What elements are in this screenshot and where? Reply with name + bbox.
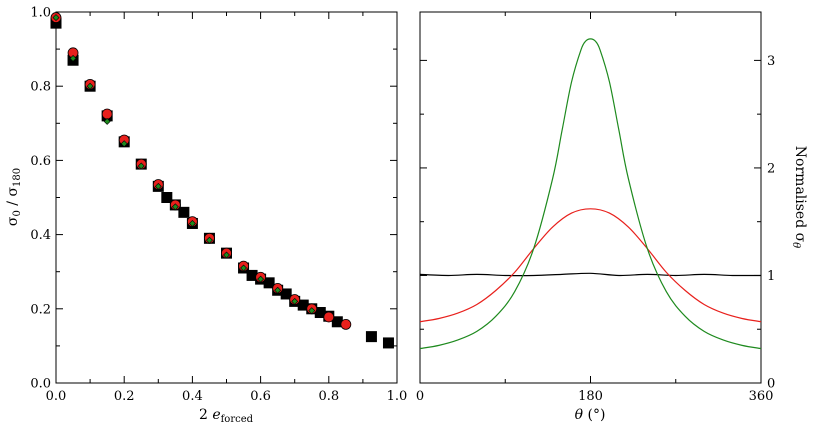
diamond-point — [291, 297, 299, 305]
left-x-axis-label: 2 eforced — [199, 407, 254, 425]
left-y-tick-label: 0.2 — [30, 302, 51, 317]
left-axis-ticks: 0.0 0.2 0.4 0.6 0.8 1.0 0.0 0.2 0.4 0.6 0.8 1.0 — [30, 6, 407, 405]
left-y-tick-label: 0.8 — [30, 80, 51, 95]
right-plot-frame — [419, 11, 762, 384]
square-point — [280, 288, 292, 300]
left-y-tick-label: 0.0 — [30, 377, 51, 392]
diamond-point — [240, 264, 247, 272]
square-point — [178, 206, 190, 218]
diamond-point — [69, 54, 77, 62]
right-data-lines — [419, 38, 762, 350]
left-x-tick-label: 0.6 — [250, 389, 271, 404]
left-x-tick-label: 1.0 — [387, 389, 408, 404]
left-chart: 0.0 0.2 0.4 0.6 0.8 1.0 0.0 0.2 0.4 0.6 0.8 1.0 2 e… — [5, 6, 407, 426]
diamond-point — [120, 140, 128, 148]
diamond-point — [86, 82, 94, 90]
right-x-tick-label: 0 — [416, 389, 424, 404]
circle-point — [101, 108, 113, 120]
left-x-tick-label: 0.8 — [318, 389, 339, 404]
square-point — [161, 192, 173, 203]
series-line — [419, 208, 762, 323]
right-y-axis-label: Normalised σθ — [790, 146, 808, 248]
left-x-tick-label: 0.2 — [114, 389, 135, 404]
left-y-axis-label: σ0 / σ180 — [5, 168, 23, 226]
diamond-point — [103, 118, 111, 125]
square-point — [263, 277, 275, 289]
left-x-tick-label: 0.4 — [182, 389, 203, 404]
left-y-tick-label: 0.4 — [30, 228, 51, 243]
square-point — [50, 17, 62, 29]
left-y-tick-label: 1.0 — [30, 6, 51, 21]
square-point — [382, 337, 394, 349]
series-line — [419, 272, 762, 277]
right-x-tick-label: 180 — [578, 389, 603, 404]
square-point — [246, 269, 258, 281]
diamond-point — [257, 275, 265, 283]
square-point — [331, 316, 343, 328]
square-point — [297, 299, 309, 311]
left-x-tick-label: 0.0 — [46, 389, 67, 404]
left-y-tick-label: 0.6 — [30, 154, 51, 169]
right-y-tick-label: 3 — [767, 54, 775, 69]
diamond-point — [274, 286, 282, 294]
square-point — [314, 307, 326, 319]
left-data-points — [50, 12, 394, 349]
series-line — [419, 38, 762, 350]
diamond-point — [206, 236, 213, 244]
right-y-tick-label: 1 — [767, 269, 775, 284]
diamond-point — [137, 162, 145, 170]
circle-point — [340, 318, 352, 330]
right-x-axis-label: θ (°) — [575, 407, 606, 423]
diamond-point — [223, 251, 230, 259]
right-y-tick-label: 2 — [767, 161, 775, 176]
diamond-point — [308, 307, 316, 315]
diamond-point — [188, 220, 196, 227]
diamond-point — [52, 14, 60, 21]
right-y-tick-label: 0 — [767, 377, 775, 392]
circle-point — [323, 311, 335, 323]
square-point — [365, 331, 377, 343]
diamond-point — [171, 203, 179, 211]
right-x-tick-label: 360 — [749, 389, 774, 404]
diamond-point — [154, 182, 162, 190]
